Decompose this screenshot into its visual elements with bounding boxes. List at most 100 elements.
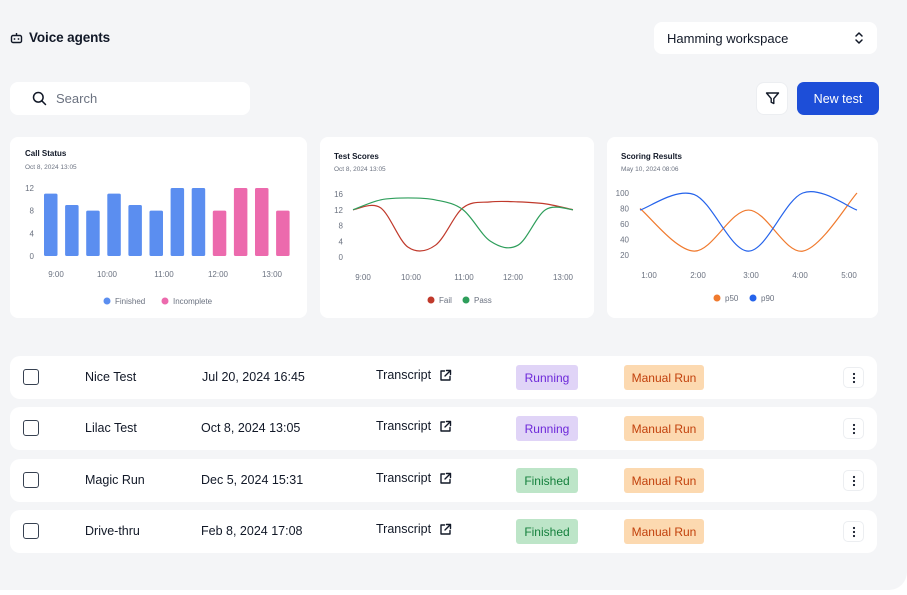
test-name: Lilac Test — [85, 421, 137, 435]
more-options-button[interactable] — [843, 367, 864, 388]
more-options-button[interactable] — [843, 470, 864, 491]
page-title: Voice agents — [29, 30, 111, 45]
external-link-icon — [440, 369, 452, 381]
legend-marker-finished — [103, 297, 111, 305]
y-tick-label: 16 — [334, 190, 343, 199]
table-row[interactable]: Lilac Test Oct 8, 2024 13:05 Transcript Run… — [10, 407, 877, 450]
row-checkbox[interactable] — [23, 420, 39, 436]
transcript-label: Transcript — [376, 419, 432, 433]
transcript-link[interactable]: Transcript — [376, 419, 452, 433]
test-date: Oct 8, 2024 13:05 — [201, 421, 301, 435]
finished-bar — [149, 210, 163, 256]
legend-marker-incomplete — [161, 297, 169, 305]
y-tick-label: 0 — [339, 253, 344, 262]
p90-line — [639, 191, 858, 252]
y-tick-label: 20 — [620, 251, 629, 260]
x-tick-label: 9:00 — [48, 270, 64, 279]
finished-bar — [107, 193, 121, 256]
x-tick-label: 9:00 — [355, 273, 371, 282]
fail-line — [352, 200, 574, 252]
transcript-link[interactable]: Transcript — [376, 368, 452, 382]
row-checkbox[interactable] — [23, 523, 39, 539]
x-tick-label: 5:00 — [841, 271, 857, 280]
y-tick-label: 8 — [30, 207, 35, 216]
more-vertical-icon — [852, 423, 855, 434]
x-tick-label: 12:00 — [208, 270, 229, 279]
status-badge: Running — [516, 416, 578, 441]
table-row[interactable]: Magic Run Dec 5, 2024 15:31 Transcript Fini… — [10, 459, 877, 502]
y-tick-label: 12 — [334, 206, 343, 215]
robot-icon — [10, 32, 23, 43]
test-date: Dec 5, 2024 15:31 — [201, 473, 304, 487]
search-box[interactable] — [10, 82, 250, 115]
incomplete-bar — [276, 210, 290, 256]
more-options-button[interactable] — [843, 521, 864, 542]
chart-subtitle: Oct 8, 2024 13:05 — [334, 166, 386, 173]
chart-subtitle: Oct 8, 2024 13:05 — [25, 164, 77, 171]
test-date: Feb 8, 2024 17:08 — [201, 524, 303, 538]
more-vertical-icon — [852, 372, 855, 383]
status-badge: Finished — [516, 519, 578, 544]
legend-label-pass: Pass — [474, 296, 492, 305]
run-type-badge: Manual Run — [624, 416, 704, 441]
finished-bar — [44, 193, 58, 256]
new-test-button[interactable]: New test — [797, 82, 879, 115]
external-link-icon — [440, 523, 452, 535]
run-type-badge: Manual Run — [624, 519, 704, 544]
external-link-icon — [440, 420, 452, 432]
incomplete-bar — [255, 188, 269, 256]
chevron-up-down-icon — [855, 32, 863, 44]
chart-title: Test Scores — [334, 152, 379, 161]
incomplete-bar — [212, 210, 227, 256]
test-name: Magic Run — [85, 473, 145, 487]
legend-label-p50: p50 — [725, 294, 739, 303]
finished-bar — [128, 205, 142, 256]
test-name: Drive-thru — [85, 524, 140, 538]
y-tick-label: 12 — [25, 184, 34, 193]
y-tick-label: 80 — [620, 205, 629, 214]
more-options-button[interactable] — [843, 418, 864, 439]
table-row[interactable]: Nice Test Jul 20, 2024 16:45 Transcript Run… — [10, 356, 877, 399]
call-status-chart: Call Status Oct 8, 2024 13:05 12 8 4 0 9:00 10:… — [25, 149, 290, 306]
finished-bar — [86, 210, 100, 256]
x-tick-label: 4:00 — [792, 271, 808, 280]
y-tick-label: 100 — [616, 189, 630, 198]
x-tick-label: 2:00 — [690, 271, 706, 280]
search-input[interactable] — [56, 91, 226, 106]
workspace-selector[interactable]: Hamming workspace — [654, 22, 877, 54]
finished-bar — [170, 188, 185, 256]
legend-marker-pass — [462, 296, 470, 304]
y-tick-label: 8 — [339, 222, 344, 231]
chart-subtitle: May 10, 2024 08:06 — [621, 166, 679, 173]
legend-label-incomplete: Incomplete — [173, 297, 213, 306]
table-row[interactable]: Drive-thru Feb 8, 2024 17:08 Transcript Fin… — [10, 510, 877, 553]
row-checkbox[interactable] — [23, 369, 39, 385]
x-tick-label: 11:00 — [454, 273, 474, 282]
search-icon — [32, 91, 47, 106]
y-tick-label: 4 — [339, 237, 344, 246]
transcript-link[interactable]: Transcript — [376, 522, 452, 536]
row-checkbox[interactable] — [23, 472, 39, 488]
run-type-badge: Manual Run — [624, 365, 704, 390]
transcript-label: Transcript — [376, 522, 432, 536]
external-link-icon — [440, 472, 452, 484]
legend-label-fail: Fail — [439, 296, 452, 305]
x-tick-label: 11:00 — [154, 270, 174, 279]
x-tick-label: 12:00 — [503, 273, 524, 282]
x-tick-label: 1:00 — [641, 271, 657, 280]
transcript-label: Transcript — [376, 368, 432, 382]
call-status-card: Call Status Oct 8, 2024 13:05 12 8 4 0 9:00 10:… — [10, 137, 307, 318]
x-tick-label: 13:00 — [553, 273, 574, 282]
x-tick-label: 13:00 — [262, 270, 283, 279]
test-date: Jul 20, 2024 16:45 — [202, 370, 305, 384]
transcript-label: Transcript — [376, 471, 432, 485]
more-vertical-icon — [852, 475, 855, 486]
legend-label-finished: Finished — [115, 297, 145, 306]
filter-button[interactable] — [756, 82, 788, 115]
status-badge: Running — [516, 365, 578, 390]
x-tick-label: 3:00 — [743, 271, 759, 280]
legend-label-p90: p90 — [761, 294, 775, 303]
transcript-link[interactable]: Transcript — [376, 471, 452, 485]
status-badge: Finished — [516, 468, 578, 493]
